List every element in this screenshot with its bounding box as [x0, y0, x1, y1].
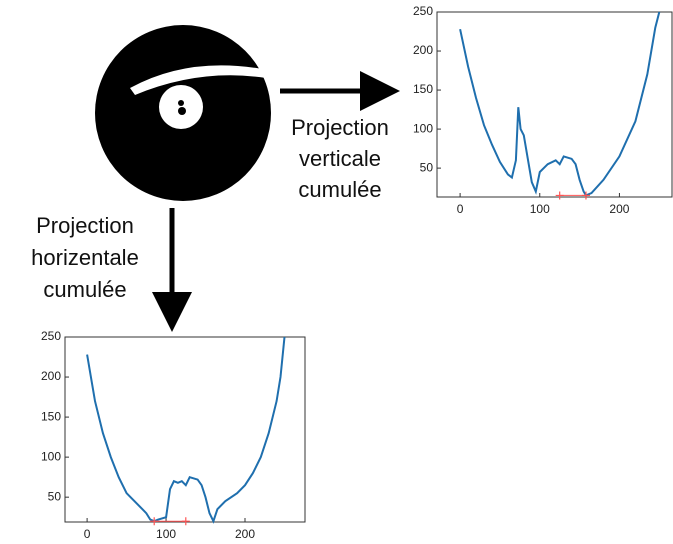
vinyl-image	[95, 25, 271, 201]
y-tick-label: 100	[413, 121, 433, 135]
data-line	[86, 336, 286, 524]
y-tick-label: 50	[48, 489, 62, 503]
x-tick-label: 100	[156, 527, 176, 541]
y-tick-label: 100	[41, 449, 61, 463]
marker-point	[581, 191, 590, 200]
x-tick-label: 0	[457, 202, 464, 216]
y-tick-label: 200	[413, 43, 433, 57]
marker-point	[181, 517, 190, 526]
plot-frame	[64, 336, 306, 523]
label: cumulée	[43, 277, 126, 302]
label: horizentale	[31, 245, 139, 270]
marker-point	[150, 517, 159, 526]
x-tick-label: 100	[530, 202, 550, 216]
plot-frame	[436, 11, 673, 198]
label: Projection	[36, 213, 134, 238]
x-tick-label: 0	[84, 527, 91, 541]
y-tick-label: 200	[41, 369, 61, 383]
data-line	[459, 11, 661, 197]
y-tick-label: 250	[413, 4, 433, 18]
x-tick-label: 200	[235, 527, 255, 541]
marker-point	[555, 191, 564, 200]
label: verticale	[299, 146, 381, 171]
x-tick-label: 200	[609, 202, 629, 216]
label: cumulée	[298, 177, 381, 202]
y-tick-label: 50	[420, 160, 434, 174]
y-tick-label: 150	[41, 409, 61, 423]
y-tick-label: 150	[413, 82, 433, 96]
y-tick-label: 250	[41, 329, 61, 343]
label: Projection	[291, 115, 389, 140]
